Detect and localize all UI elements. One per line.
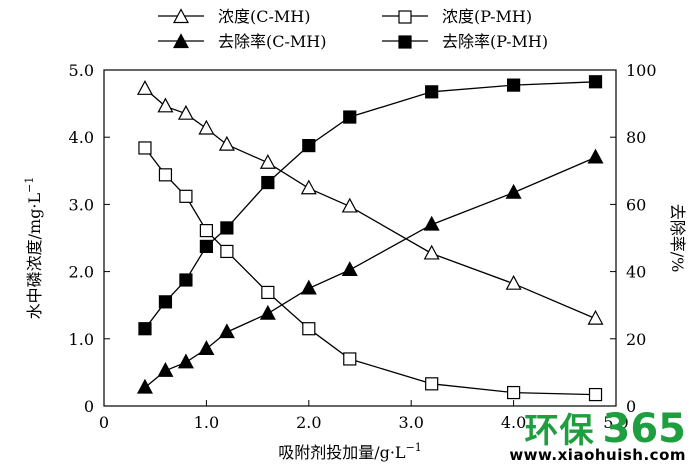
y-left-axis-title: 水中磷浓度/mg·L−1 bbox=[23, 177, 44, 320]
watermark-logo-number: 365 bbox=[602, 406, 687, 452]
data-point bbox=[198, 119, 215, 135]
data-point bbox=[300, 279, 317, 295]
y-right-tick-label: 60 bbox=[626, 195, 646, 214]
data-point bbox=[261, 175, 275, 190]
legend-label: 去除率(C-MH) bbox=[218, 32, 326, 51]
data-point bbox=[588, 387, 603, 402]
y-right-tick-label: 20 bbox=[626, 330, 646, 349]
series-layer bbox=[136, 75, 604, 402]
x-tick-label: 4.0 bbox=[501, 413, 526, 432]
data-point bbox=[259, 304, 276, 320]
data-point bbox=[136, 378, 153, 394]
watermark-logo: 环保 365 www.xiaohuish.com bbox=[509, 403, 686, 464]
data-point bbox=[158, 168, 173, 182]
series-line bbox=[144, 147, 596, 396]
x-tick-label: 2.0 bbox=[296, 413, 321, 432]
y-right-tick-label: 100 bbox=[626, 61, 657, 80]
y-left-tick-label: 5.0 bbox=[69, 61, 94, 80]
y-right-axis-title: 去除率/% bbox=[668, 204, 687, 273]
data-point bbox=[157, 97, 174, 113]
legend-label: 浓度(P-MH) bbox=[442, 7, 532, 26]
data-point bbox=[138, 141, 152, 155]
legend: 浓度(C-MH) 浓度(P-MH) 去除率(C-MH) 去除率(P-MH) bbox=[158, 7, 548, 51]
series-1 bbox=[138, 141, 603, 402]
x-tick-label: 1.0 bbox=[194, 413, 219, 432]
data-point bbox=[343, 110, 357, 124]
data-point bbox=[261, 285, 275, 300]
data-point bbox=[343, 352, 357, 366]
axis-ticks: 0 1.0 2.0 3.0 4.0 5.001.02.03.04.05.002040608… bbox=[69, 61, 657, 432]
legend-item: 去除率(C-MH) bbox=[158, 32, 326, 51]
data-point bbox=[199, 224, 213, 238]
legend-label: 浓度(C-MH) bbox=[218, 7, 310, 26]
legend-marker bbox=[172, 8, 190, 24]
legend-label: 去除率(P-MH) bbox=[442, 32, 548, 51]
data-point bbox=[505, 183, 522, 199]
data-point bbox=[507, 78, 521, 92]
data-point bbox=[157, 361, 174, 377]
data-point bbox=[587, 309, 604, 325]
x-tick-label: 3.0 bbox=[398, 413, 423, 432]
data-point bbox=[179, 189, 193, 203]
legend-marker bbox=[398, 35, 412, 49]
data-point bbox=[177, 104, 194, 120]
data-point bbox=[158, 295, 173, 309]
y-right-tick-label: 80 bbox=[626, 128, 646, 147]
data-point bbox=[138, 322, 152, 336]
legend-item: 去除率(P-MH) bbox=[382, 32, 548, 51]
y-left-tick-label: 0 bbox=[84, 397, 94, 416]
y-left-tick-label: 3.0 bbox=[69, 195, 94, 214]
data-point bbox=[179, 273, 193, 287]
legend-item: 浓度(P-MH) bbox=[382, 7, 532, 26]
y-right-tick-label: 0 bbox=[626, 397, 636, 416]
y-left-tick-label: 2.0 bbox=[69, 263, 94, 282]
data-point bbox=[425, 85, 439, 99]
series-0 bbox=[136, 80, 604, 325]
data-point bbox=[220, 244, 234, 259]
y-left-tick-label: 1.0 bbox=[69, 330, 94, 349]
data-point bbox=[218, 323, 235, 339]
plot-frame bbox=[103, 69, 617, 407]
data-point bbox=[425, 377, 439, 391]
y-right-tick-label: 40 bbox=[626, 263, 646, 282]
data-point bbox=[218, 135, 235, 151]
data-point bbox=[507, 385, 521, 400]
data-point bbox=[136, 80, 153, 95]
series-line bbox=[144, 81, 596, 330]
data-point bbox=[587, 148, 604, 164]
data-point bbox=[423, 215, 440, 231]
data-point bbox=[177, 353, 194, 369]
legend-item: 浓度(C-MH) bbox=[158, 7, 310, 26]
series-2 bbox=[136, 148, 604, 394]
legend-marker bbox=[172, 33, 190, 49]
data-point bbox=[199, 239, 213, 253]
watermark-logo-text: 环保 bbox=[524, 411, 595, 451]
series-line bbox=[144, 88, 596, 320]
legend-marker bbox=[398, 10, 412, 24]
data-point bbox=[300, 179, 317, 195]
data-point bbox=[302, 322, 316, 336]
data-point bbox=[198, 340, 215, 355]
data-point bbox=[588, 75, 603, 89]
x-axis-title: 吸附剂投加量/g·L−1 bbox=[278, 441, 422, 462]
y-left-tick-label: 4.0 bbox=[69, 128, 94, 147]
data-point bbox=[259, 153, 276, 169]
data-point bbox=[341, 261, 358, 277]
x-tick-label: 5.0 bbox=[603, 413, 628, 432]
data-point bbox=[341, 197, 358, 213]
data-point bbox=[220, 221, 234, 235]
watermark-url: www.xiaohuish.com bbox=[509, 446, 686, 464]
x-tick-label: 0 bbox=[99, 413, 109, 432]
data-point bbox=[423, 244, 440, 260]
data-point bbox=[302, 139, 316, 153]
series-3 bbox=[138, 75, 603, 336]
data-point bbox=[505, 274, 522, 290]
